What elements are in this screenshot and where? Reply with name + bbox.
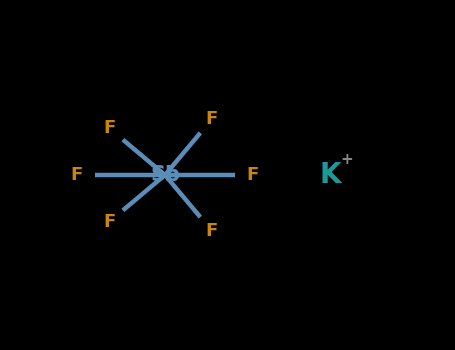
Text: Sb: Sb [150, 165, 180, 185]
Text: F: F [206, 110, 218, 128]
Text: F: F [71, 166, 83, 184]
Text: K: K [319, 161, 341, 189]
Text: +: + [341, 152, 354, 167]
Text: F: F [206, 222, 218, 240]
Text: F: F [103, 119, 115, 137]
Text: F: F [247, 166, 259, 184]
Text: F: F [103, 213, 115, 231]
